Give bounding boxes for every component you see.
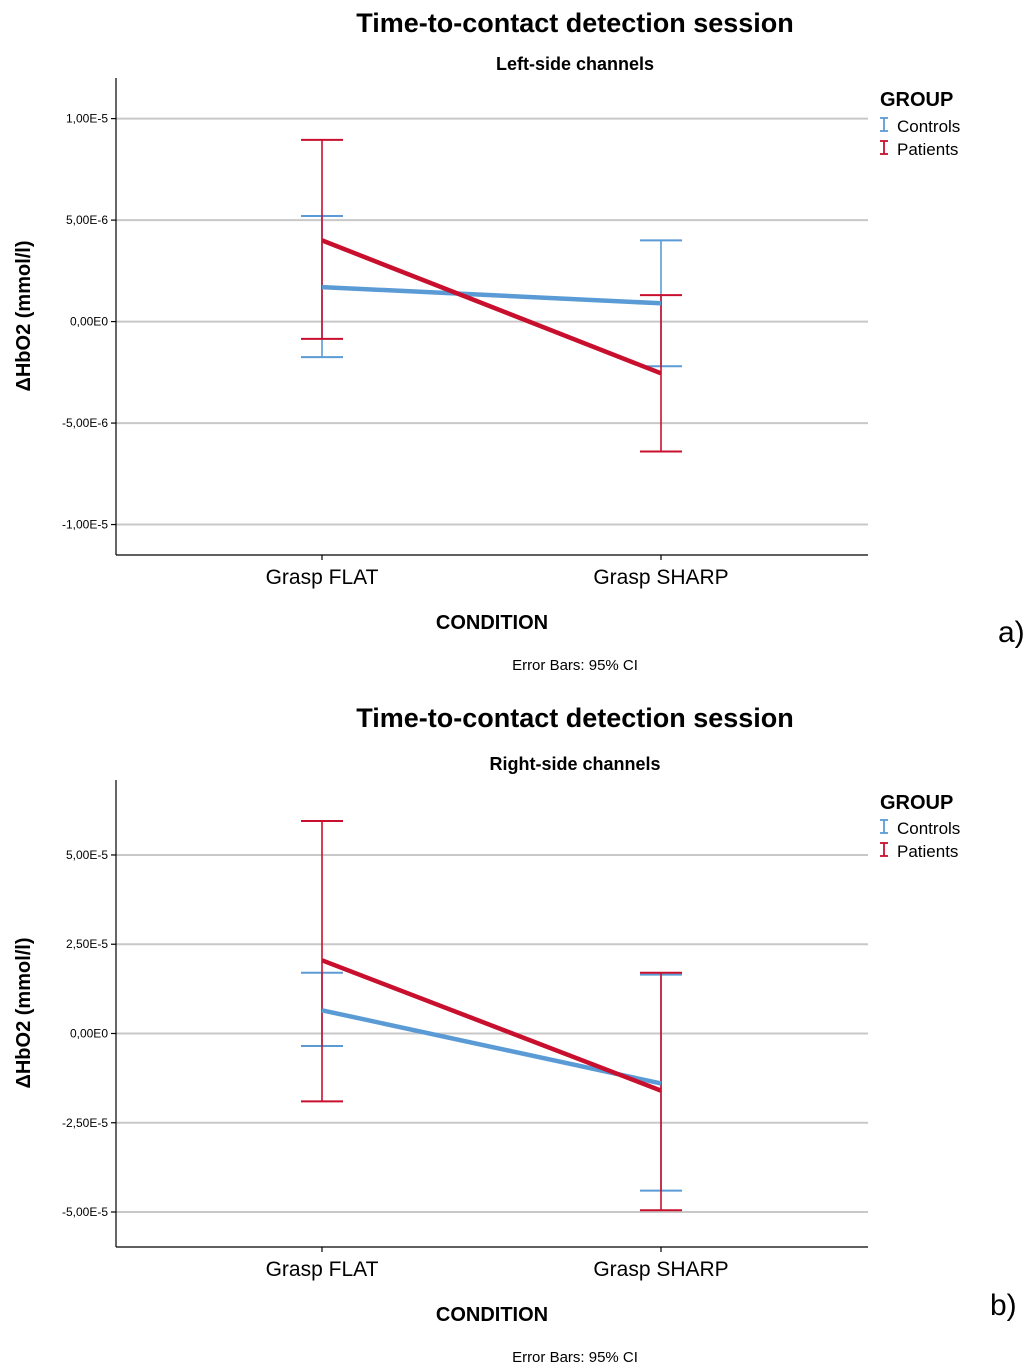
y-tick-label: 5,00E-5 — [66, 848, 108, 862]
y-tick-label: 1,00E-5 — [66, 112, 108, 126]
error-bars-note: Error Bars: 95% CI — [512, 657, 638, 674]
legend-title: GROUP — [880, 89, 953, 111]
series-line-patients — [321, 238, 662, 376]
x-axis-title: CONDITION — [436, 612, 548, 634]
panel-b: Time-to-contact detection session Right-… — [13, 703, 1017, 1365]
chart-subtitle: Left-side channels — [496, 54, 654, 74]
error-bars-note: Error Bars: 95% CI — [512, 1349, 638, 1365]
y-tick-label: 0,00E0 — [70, 315, 108, 329]
series-line-patients — [321, 958, 662, 1093]
y-tick-label: 5,00E-6 — [66, 213, 108, 227]
x-axis-title: CONDITION — [436, 1304, 548, 1326]
legend-label-patients: Patients — [897, 842, 958, 861]
x-tick-label: Grasp SHARP — [593, 566, 728, 589]
chart-title: Time-to-contact detection session — [356, 8, 794, 38]
panel-label: a) — [998, 616, 1025, 649]
y-tick-label: -5,00E-6 — [62, 416, 108, 430]
y-tick-label: -1,00E-5 — [62, 518, 108, 532]
y-tick-label: -5,00E-5 — [62, 1205, 108, 1219]
x-tick-label: Grasp SHARP — [593, 1258, 728, 1281]
y-tick-label: 0,00E0 — [70, 1026, 108, 1040]
y-tick-label: 2,50E-5 — [66, 937, 108, 951]
legend-title: GROUP — [880, 792, 953, 814]
x-tick-label: Grasp FLAT — [266, 1258, 379, 1281]
chart-title: Time-to-contact detection session — [356, 703, 794, 733]
plot-area-b: 5,00E-5 2,50E-5 0,00E0 -2,50E-5 -5,00E-5 Gras… — [62, 780, 960, 1281]
legend-label-patients: Patients — [897, 140, 958, 159]
legend-label-controls: Controls — [897, 117, 960, 136]
y-axis-title: ΔHbO2 (mmol/l) — [13, 937, 35, 1088]
panel-a: Time-to-contact detection session Left-s… — [13, 8, 1025, 674]
x-tick-label: Grasp FLAT — [266, 566, 379, 589]
series-line-controls — [321, 284, 662, 306]
y-tick-label: -2,50E-5 — [62, 1116, 108, 1130]
y-axis-title: ΔHbO2 (mmol/l) — [13, 240, 35, 391]
panel-label: b) — [990, 1289, 1017, 1322]
legend-label-controls: Controls — [897, 819, 960, 838]
plot-area-a: 1,00E-5 5,00E-6 0,00E0 -5,00E-6 -1,00E-5 Gras… — [62, 78, 960, 589]
chart-subtitle: Right-side channels — [489, 754, 660, 774]
